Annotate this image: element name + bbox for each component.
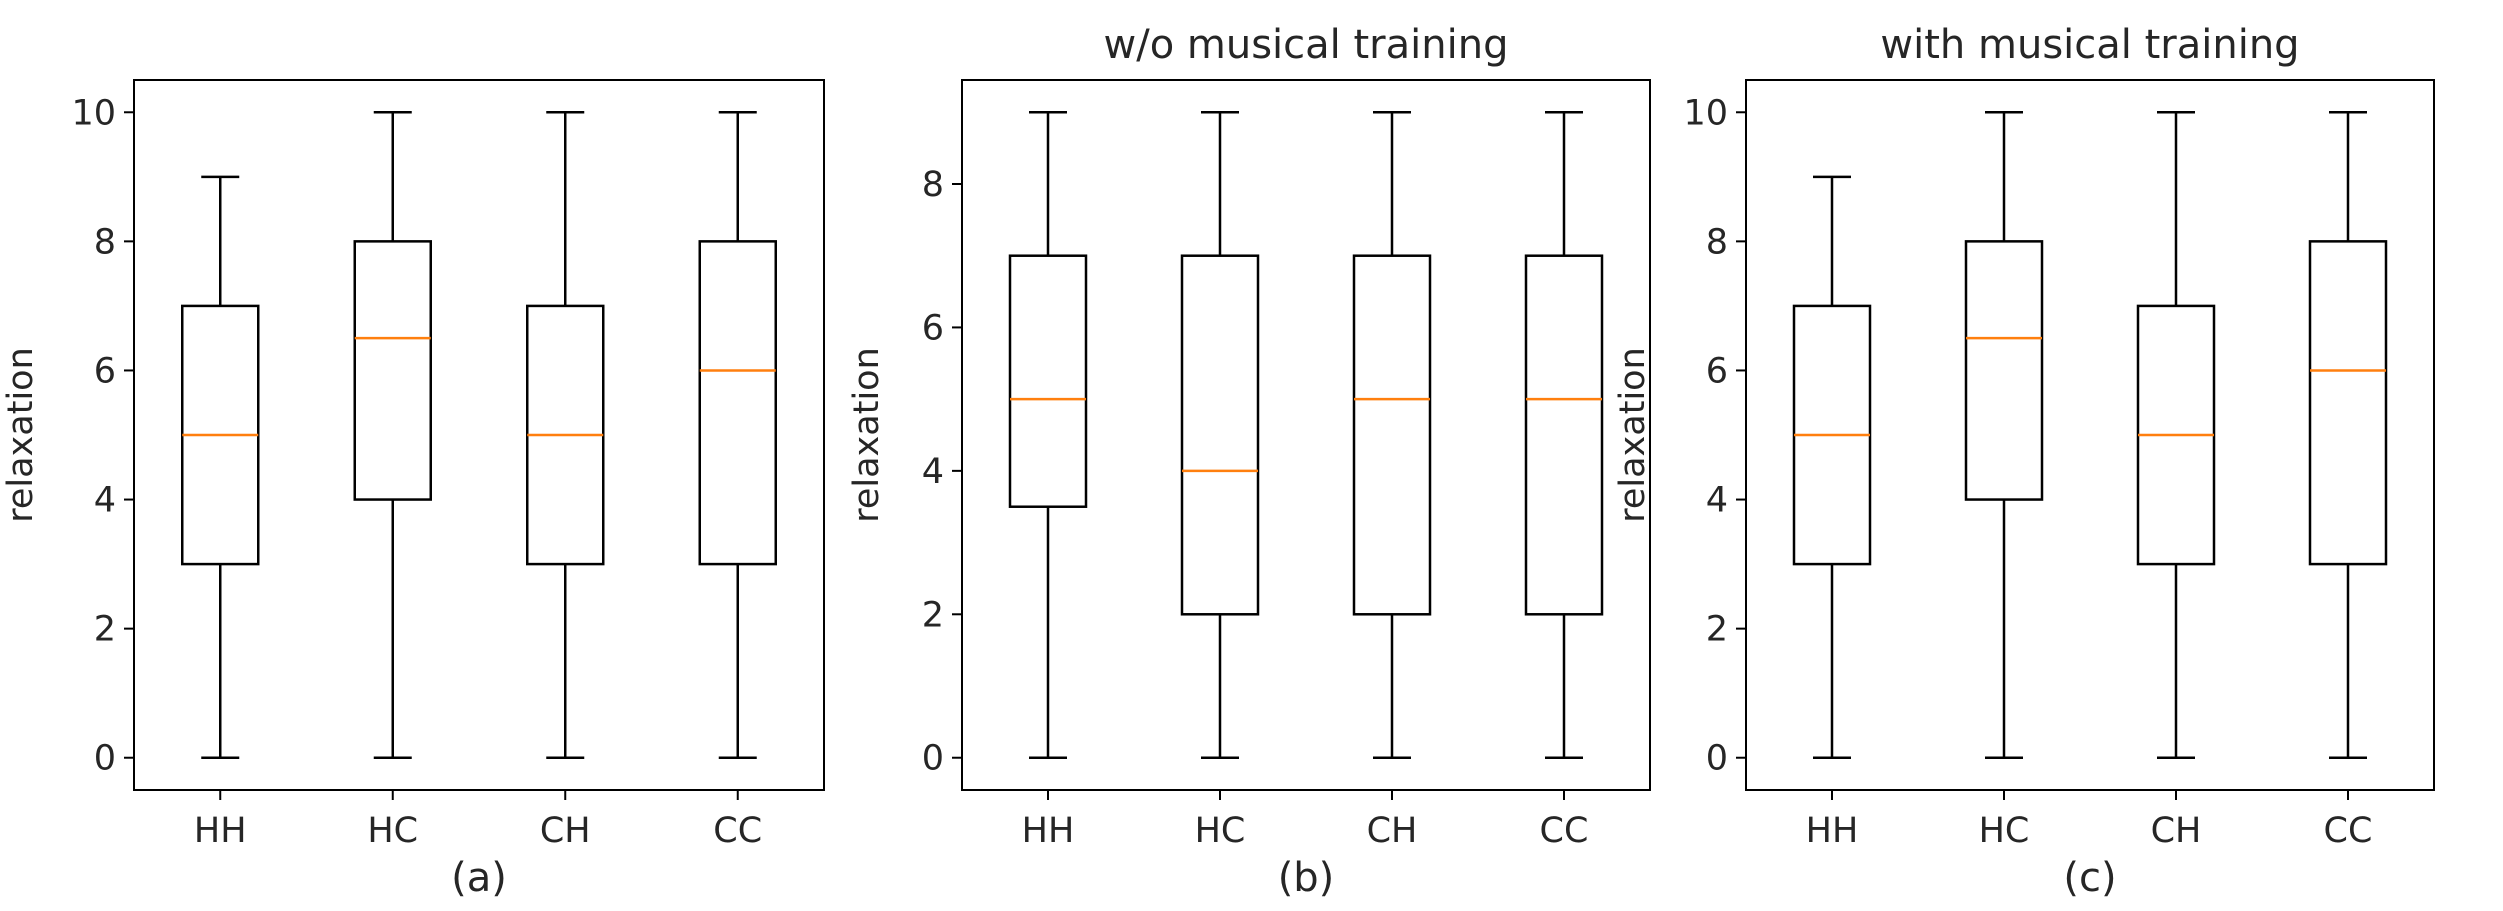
y-tick-label: 8 <box>1706 222 1728 262</box>
y-tick-label: 2 <box>922 595 944 635</box>
iqr-box <box>1352 254 1432 616</box>
iqr-box <box>1524 254 1604 616</box>
y-axis-label: relaxation <box>1 347 41 523</box>
x-tick-label: HH <box>1022 811 1075 851</box>
x-tick-label: HC <box>1979 811 2030 851</box>
plot-frame <box>1745 79 2435 791</box>
iqr-box <box>353 240 432 501</box>
plot-frame <box>133 79 825 791</box>
plot-frame <box>961 79 1651 791</box>
box-hh <box>181 175 260 759</box>
y-tick-label: 6 <box>922 308 944 348</box>
y-tick-label: 4 <box>922 452 944 492</box>
panel-caption: (a) <box>451 855 507 901</box>
y-tick-label: 2 <box>94 610 116 650</box>
y-axis-label: relaxation <box>847 347 887 523</box>
iqr-box <box>1180 254 1260 616</box>
y-tick-label: 10 <box>1683 93 1728 133</box>
y-tick-label: 0 <box>94 739 116 779</box>
x-tick-label: HH <box>194 811 247 851</box>
y-tick-label: 6 <box>1706 351 1728 391</box>
box-cc <box>2308 111 2388 759</box>
y-tick-label: 4 <box>1706 481 1728 521</box>
panel-b: w/o musical training 0 2 4 6 8 relaxation HH HC C… <box>847 22 1651 901</box>
x-tick-label: HC <box>1195 811 1246 851</box>
iqr-box <box>1008 254 1088 508</box>
box-hc <box>353 111 432 759</box>
box-ch <box>2136 111 2216 759</box>
x-tick-label: HH <box>1806 811 1859 851</box>
box-hc <box>1964 111 2044 759</box>
y-axis-label: relaxation <box>1613 347 1653 523</box>
x-tick-label: CH <box>1367 811 1418 851</box>
y-tick-label: 10 <box>71 93 116 133</box>
y-tick-label: 0 <box>1706 739 1728 779</box>
iqr-box <box>2308 240 2388 566</box>
panel-caption: (c) <box>2063 855 2116 901</box>
y-tick-label: 8 <box>922 165 944 205</box>
y-tick-label: 0 <box>922 739 944 779</box>
y-tick-label: 6 <box>94 351 116 391</box>
y-tick-label: 8 <box>94 222 116 262</box>
panel-title: with musical training <box>1880 22 2299 68</box>
x-tick-label: CC <box>713 811 762 851</box>
box-hh <box>1008 111 1088 759</box>
y-tick-label: 2 <box>1706 610 1728 650</box>
x-tick-label: CC <box>1540 811 1589 851</box>
x-tick-label: HC <box>367 811 418 851</box>
box-ch <box>1352 111 1432 759</box>
box-cc <box>698 111 777 759</box>
box-hc <box>1180 111 1260 759</box>
panel-title: w/o musical training <box>1104 22 1509 68</box>
x-tick-label: CH <box>2151 811 2202 851</box>
box-cc <box>1524 111 1604 759</box>
box-hh <box>1792 175 1872 759</box>
panel-c: with musical training 0 2 4 6 8 10 relaxation HH… <box>1613 22 2435 901</box>
panel-caption: (b) <box>1278 855 1335 901</box>
panel-a: 0 2 4 6 8 10 relaxation HH HC CH CC (a) <box>1 79 825 901</box>
x-tick-label: CC <box>2324 811 2373 851</box>
y-tick-label: 4 <box>94 481 116 521</box>
x-tick-label: CH <box>540 811 591 851</box>
iqr-box <box>1964 240 2044 501</box>
iqr-box <box>698 240 777 566</box>
box-ch <box>526 111 605 759</box>
